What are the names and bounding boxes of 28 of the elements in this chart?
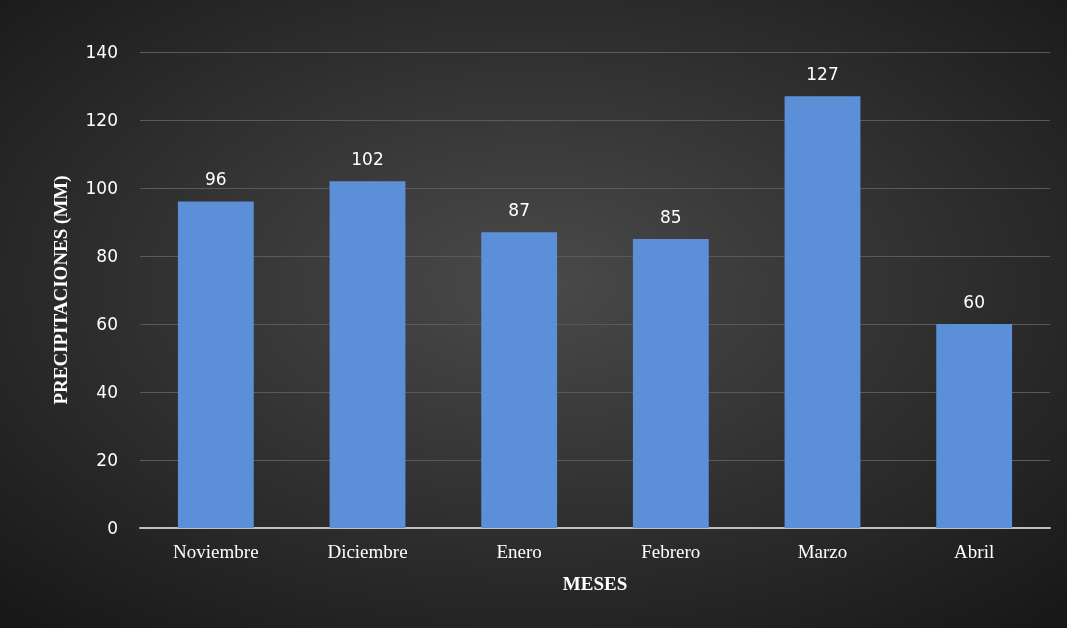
- y-tick-label: 40: [96, 382, 118, 402]
- x-tick-label: Febrero: [641, 541, 701, 562]
- y-tick-label: 0: [107, 518, 118, 538]
- x-tick-label: Noviembre: [173, 541, 259, 562]
- y-tick-label: 120: [85, 110, 118, 130]
- data-label: 127: [806, 63, 839, 84]
- y-tick-label: 20: [96, 450, 118, 470]
- y-tick-label: 60: [96, 314, 118, 334]
- data-label: 85: [660, 206, 682, 227]
- x-tick-label: Diciembre: [327, 541, 408, 562]
- y-tick-label: 80: [96, 246, 118, 266]
- bar: [936, 324, 1013, 528]
- x-tick-label: Abril: [954, 541, 995, 562]
- data-label: 87: [508, 199, 530, 220]
- bar: [632, 239, 709, 528]
- y-tick-label: 100: [85, 178, 118, 198]
- bar: [329, 181, 406, 528]
- bar: [177, 201, 254, 528]
- bar: [481, 232, 558, 528]
- x-tick-label: Marzo: [797, 541, 848, 562]
- y-tick-label: 140: [85, 42, 118, 62]
- y-axis-title: PRECIPITACIONES (MM): [50, 175, 72, 405]
- x-axis-title: MESES: [562, 573, 628, 594]
- data-label: 96: [205, 169, 227, 190]
- data-label: 60: [963, 291, 985, 312]
- data-label: 102: [351, 148, 384, 169]
- bar: [784, 96, 861, 528]
- x-tick-label: Enero: [496, 541, 542, 562]
